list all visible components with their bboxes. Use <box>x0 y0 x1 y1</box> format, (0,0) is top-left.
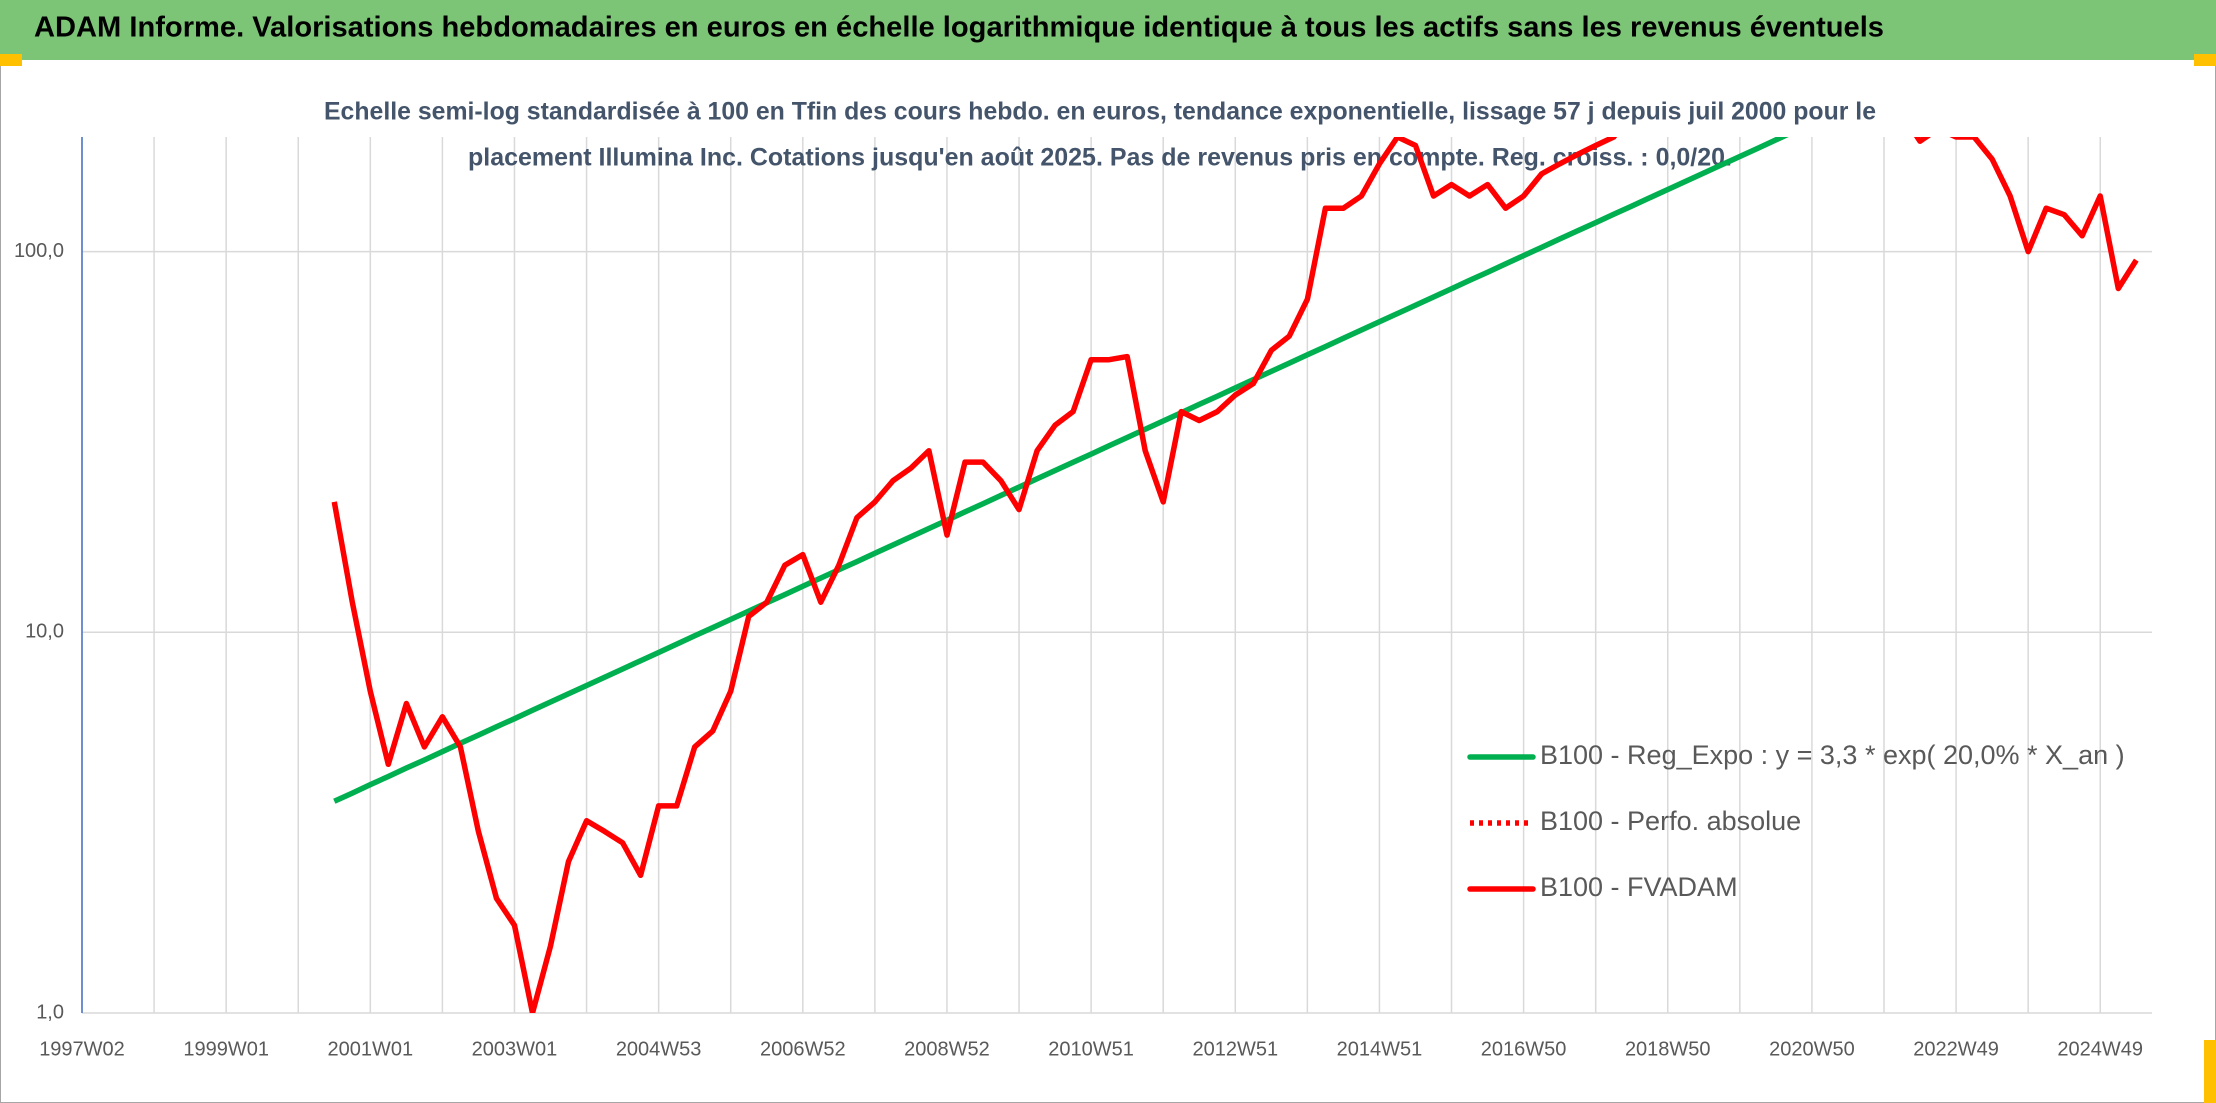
x-tick-label: 1999W01 <box>183 1038 269 1060</box>
x-tick-label: 2004W53 <box>616 1038 702 1060</box>
x-tick-label: 2008W52 <box>904 1038 990 1060</box>
legend-label: B100 - FVADAM <box>1540 872 1738 902</box>
x-tick-label: 2006W52 <box>760 1038 846 1060</box>
corner-mark <box>0 54 22 66</box>
y-tick-label: 10,0 <box>25 621 64 643</box>
x-tick-label: 2003W01 <box>472 1038 558 1060</box>
x-tick-label: 2016W50 <box>1481 1038 1567 1060</box>
legend-label: B100 - Perfo. absolue <box>1540 806 1801 836</box>
y-tick-label: 100,0 <box>14 240 64 262</box>
x-tick-label: 2014W51 <box>1337 1038 1423 1060</box>
series-line <box>333 137 1789 804</box>
x-tick-label: 1997W02 <box>39 1038 125 1060</box>
x-tick-label: 2018W50 <box>1625 1038 1711 1060</box>
x-tick-label: 2001W01 <box>328 1038 414 1060</box>
x-tick-label: 2024W49 <box>2057 1038 2143 1060</box>
header-bar <box>0 0 2216 60</box>
chart-title: ADAM Informe. Valorisations hebdomadaire… <box>34 12 1884 44</box>
chart-subtitle: placement Illumina Inc. Cotations jusqu'… <box>468 144 1732 172</box>
corner-mark <box>2204 1040 2216 1103</box>
x-tick-label: 2022W49 <box>1913 1038 1999 1060</box>
y-tick-label: 1,0 <box>36 1001 64 1023</box>
x-tick-label: 2010W51 <box>1048 1038 1134 1060</box>
legend-label: B100 - Reg_Expo : y = 3,3 * exp( 20,0% *… <box>1540 740 2125 770</box>
x-tick-label: 2020W50 <box>1769 1038 1855 1060</box>
corner-mark <box>2194 54 2216 66</box>
x-tick-label: 2012W51 <box>1192 1038 1278 1060</box>
series-line <box>331 137 2139 1013</box>
chart-subtitle: Echelle semi-log standardisée à 100 en T… <box>324 98 1876 126</box>
